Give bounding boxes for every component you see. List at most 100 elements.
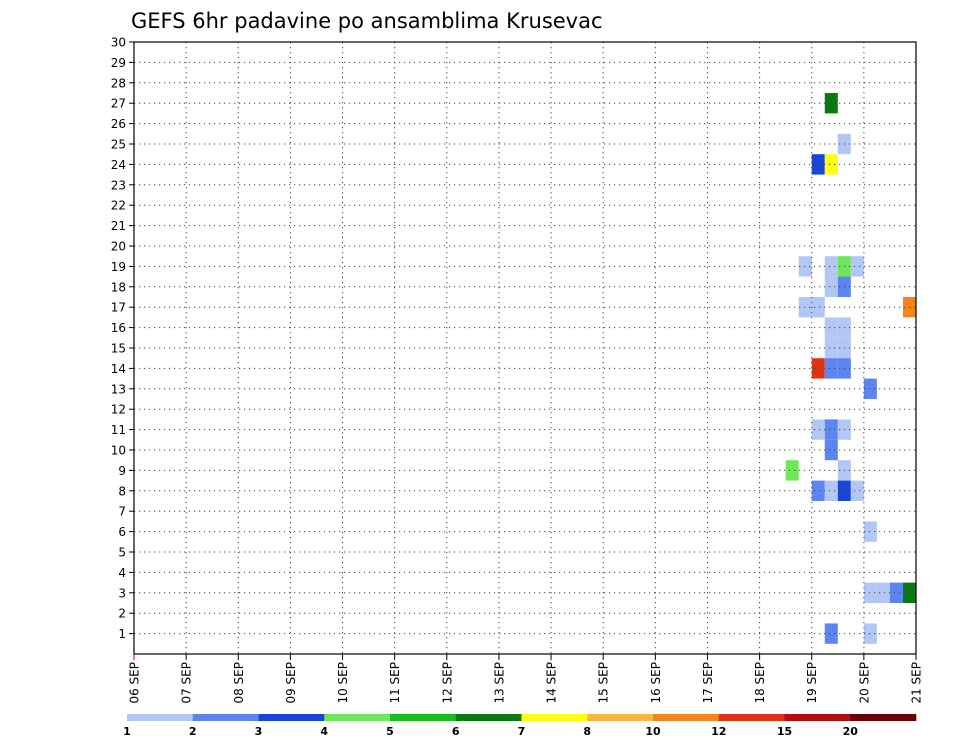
legend-swatch — [718, 714, 785, 721]
y-tick-label: 30 — [111, 36, 126, 50]
legend-swatch — [587, 714, 654, 721]
x-tick-label: 21 SEP — [910, 662, 924, 704]
y-tick-label: 3 — [118, 586, 126, 600]
precip-cell — [811, 154, 825, 175]
x-tick-label: 17 SEP — [701, 662, 715, 704]
x-tick-label: 06 SEP — [128, 662, 142, 704]
precip-cell — [798, 256, 812, 277]
legend-swatch — [258, 714, 325, 721]
precip-cell — [811, 297, 825, 318]
y-tick-label: 26 — [111, 117, 126, 131]
legend-label: 4 — [320, 725, 328, 738]
precip-cell — [824, 337, 838, 359]
y-tick-label: 5 — [118, 546, 126, 560]
x-tick-label: 08 SEP — [232, 662, 246, 704]
precip-cell — [824, 358, 838, 379]
color-legend: 1 2 3 4 5 6 7 8 10 12 15 20 — [123, 714, 917, 738]
legend-swatch — [390, 714, 457, 721]
precip-cell — [850, 256, 864, 277]
y-tick-label: 10 — [111, 444, 126, 458]
x-tick-label: 11 SEP — [388, 662, 402, 704]
x-axis: 06 SEP 07 SEP 08 SEP 09 SEP 10 SEP 11 SEP 12 S… — [128, 654, 924, 704]
precip-cell — [824, 419, 838, 440]
legend-label: 10 — [645, 725, 661, 738]
precip-cell — [876, 582, 890, 603]
precip-cell — [824, 317, 838, 338]
x-tick-label: 19 SEP — [805, 662, 819, 704]
precipitation-cells — [785, 93, 916, 644]
y-tick-label: 14 — [111, 362, 126, 376]
y-tick-label: 18 — [111, 280, 126, 294]
y-tick-label: 24 — [111, 158, 126, 172]
legend-label: 5 — [386, 725, 394, 738]
precip-cell — [811, 480, 825, 501]
x-tick-label: 18 SEP — [753, 662, 767, 704]
x-tick-label: 07 SEP — [180, 662, 194, 704]
y-tick-label: 21 — [111, 219, 126, 233]
y-tick-label: 19 — [111, 260, 126, 274]
legend-swatch — [324, 714, 391, 721]
precip-cell — [811, 419, 825, 440]
precip-cell — [863, 623, 877, 644]
y-tick-label: 29 — [111, 56, 126, 70]
precip-cell — [863, 521, 877, 542]
precip-cell — [824, 623, 838, 644]
legend-label: 20 — [843, 725, 859, 738]
y-tick-label: 20 — [111, 240, 126, 254]
y-tick-label: 11 — [111, 423, 126, 437]
legend-label: 15 — [777, 725, 792, 738]
y-tick-label: 1 — [118, 627, 126, 641]
precip-cell — [811, 358, 825, 379]
y-tick-label: 9 — [118, 464, 126, 478]
x-tick-label: 13 SEP — [492, 662, 506, 704]
x-tick-label: 15 SEP — [597, 662, 611, 704]
y-tick-label: 16 — [111, 321, 126, 335]
precip-cell — [889, 582, 903, 603]
x-tick-label: 16 SEP — [649, 662, 663, 704]
precip-cell — [824, 93, 838, 114]
legend-swatch — [455, 714, 522, 721]
legend-label: 3 — [255, 725, 263, 738]
precip-cell — [824, 480, 838, 501]
y-tick-label: 25 — [111, 138, 126, 152]
precip-cell — [824, 256, 838, 277]
y-axis: 1234567891011121314151617181920212223242… — [111, 36, 134, 641]
precip-cell — [863, 378, 877, 399]
x-tick-label: 20 SEP — [857, 662, 871, 704]
x-tick-label: 12 SEP — [440, 662, 454, 704]
precip-cell — [798, 297, 812, 318]
y-tick-label: 28 — [111, 76, 126, 90]
y-tick-label: 6 — [118, 525, 126, 539]
legend-swatch — [653, 714, 720, 721]
precip-cell — [824, 439, 838, 461]
y-tick-label: 17 — [111, 301, 126, 315]
y-tick-label: 23 — [111, 178, 126, 192]
legend-swatch — [850, 714, 917, 721]
precip-cell — [824, 154, 838, 175]
precip-cell — [824, 276, 838, 297]
x-tick-label: 14 SEP — [545, 662, 559, 704]
x-tick-label: 09 SEP — [284, 662, 298, 704]
legend-label: 1 — [123, 725, 131, 738]
legend-swatch — [521, 714, 588, 721]
y-tick-label: 7 — [118, 505, 126, 519]
y-tick-label: 8 — [118, 484, 126, 498]
legend-label: 6 — [452, 725, 460, 738]
x-tick-label: 10 SEP — [336, 662, 350, 704]
legend-swatch — [784, 714, 851, 721]
legend-swatch — [127, 714, 194, 721]
precip-cell — [850, 480, 864, 501]
legend-label: 2 — [189, 725, 197, 738]
legend-label: 7 — [518, 725, 526, 738]
y-tick-label: 22 — [111, 199, 126, 213]
y-tick-label: 27 — [111, 97, 126, 111]
chart-title: GEFS 6hr padavine po ansamblima Krusevac — [131, 9, 603, 33]
legend-label: 12 — [711, 725, 726, 738]
precip-cell — [785, 460, 799, 481]
y-tick-label: 15 — [111, 342, 126, 356]
y-tick-label: 13 — [111, 382, 126, 396]
y-tick-label: 12 — [111, 403, 126, 417]
precip-cell — [863, 582, 877, 603]
legend-swatch — [192, 714, 259, 721]
